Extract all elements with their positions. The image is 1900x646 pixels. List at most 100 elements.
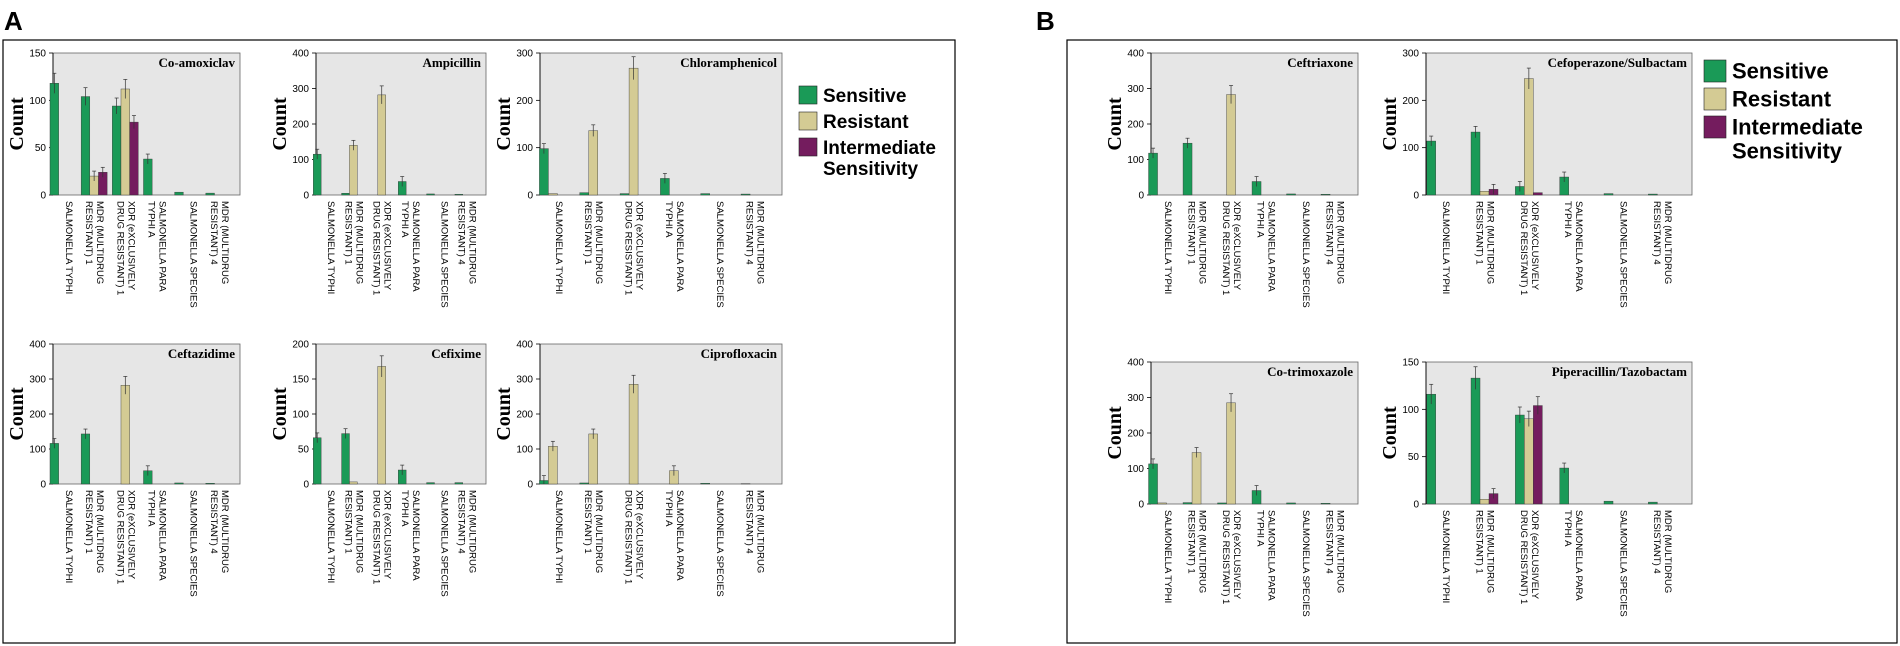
bar-sensitive	[1320, 194, 1331, 196]
panel-label-b: B	[1036, 6, 1055, 36]
bar-sensitive	[1286, 193, 1296, 196]
legend-swatch-intermediate	[1703, 115, 1727, 139]
y-tick-label: 300	[292, 84, 309, 95]
x-category-label: SALMONELLA PARATYPHI A	[399, 490, 421, 581]
x-category-label: SALMONELLA PARATYPHI A	[663, 490, 685, 581]
x-category-label: MDR (MULTIDRUGRESISTANT) 1	[83, 201, 105, 284]
bar-sensitive	[1559, 467, 1569, 505]
bar-resistant	[1479, 191, 1490, 196]
chart-title: Cefixime	[431, 346, 481, 361]
plot-area	[1150, 361, 1359, 505]
bar-sensitive	[579, 482, 589, 485]
bar-resistant	[1157, 502, 1167, 505]
bar-resistant	[377, 94, 386, 196]
y-tick-label: 200	[29, 410, 46, 421]
x-category-label: MDR (MULTIDRUGRESISTANT) 4	[456, 490, 478, 573]
x-category-label: SALMONELLA TYPHI	[1440, 510, 1451, 603]
bar-sensitive	[1286, 502, 1296, 505]
y-tick-label: 200	[292, 120, 309, 131]
chart-8: Co-trimoxazole 0 100 200 300 400 Count SALMONEL…	[1104, 358, 1359, 617]
bar-sensitive	[579, 192, 589, 196]
x-category-label: SALMONELLA TYPHI	[63, 201, 74, 294]
y-axis-label: Count	[1104, 406, 1126, 460]
bar-sensitive	[174, 191, 184, 196]
y-tick-label: 200	[1402, 96, 1419, 107]
x-category-label: XDR (eXCLUSIVELYDRUG RESISTANT) 1	[623, 201, 645, 295]
chart-title: Co-amoxiclav	[158, 55, 235, 70]
y-tick-label: 400	[292, 49, 309, 60]
x-category-label: SALMONELLA TYPHI	[1440, 201, 1451, 294]
legend-label-intermediate: Intermediate	[823, 138, 936, 159]
bar-intermediate	[129, 121, 139, 196]
bar-resistant	[548, 193, 558, 196]
bar-sensitive	[205, 483, 215, 485]
charts-layer: Co-amoxiclav 0 50 100 150 Count SALMONELLA TYP…	[6, 49, 1693, 617]
panel-a-frame	[2, 39, 956, 644]
y-tick-label: 0	[40, 480, 46, 491]
y-axis-label: Count	[269, 387, 291, 441]
bar-resistant	[548, 446, 558, 485]
y-tick-label: 100	[516, 445, 533, 456]
bar-resistant	[377, 366, 386, 485]
y-axis-label: Count	[6, 387, 28, 441]
y-tick-label: 200	[516, 96, 533, 107]
y-axis-label: Count	[1104, 97, 1126, 151]
legend-label-sensitive: Sensitive	[1732, 59, 1829, 84]
y-tick-label: 0	[527, 480, 533, 491]
bar-resistant	[349, 481, 358, 485]
bar-resistant	[1226, 402, 1236, 505]
x-category-label: XDR (eXCLUSIVELYDRUG RESISTANT) 1	[371, 201, 393, 295]
bar-sensitive	[1470, 131, 1481, 196]
chart-title: Ceftazidime	[168, 346, 235, 361]
legend-swatch-intermediate	[798, 137, 818, 157]
y-tick-label: 50	[298, 445, 310, 456]
bar-sensitive	[740, 193, 751, 196]
x-category-label: SALMONELLA PARATYPHI A	[1255, 201, 1277, 292]
bar-resistant	[1524, 418, 1534, 505]
x-category-label: SALMONELLA SPECIES	[714, 490, 725, 597]
y-axis-label: Count	[1379, 97, 1401, 151]
y-tick-label: 150	[1402, 358, 1419, 369]
chart-title: Cefoperazone/Sulbactam	[1548, 55, 1688, 70]
y-axis-label: Count	[493, 97, 515, 151]
plot-area	[539, 343, 783, 485]
x-category-label: SALMONELLA SPECIES	[1300, 510, 1311, 617]
chart-6: Ceftriaxone 0 100 200 300 400 Count SALMONELLA …	[1104, 49, 1359, 308]
x-category-label: MDR (MULTIDRUGRESISTANT) 1	[83, 490, 105, 573]
x-category-label: MDR (MULTIDRUGRESISTANT) 4	[744, 490, 766, 573]
x-category-label: XDR (eXCLUSIVELYDRUG RESISTANT) 1	[1518, 201, 1540, 295]
y-tick-label: 50	[35, 143, 47, 154]
chart-9: Piperacillin/Tazobactam 0 50 100 150 Count SAL…	[1379, 358, 1693, 617]
x-category-label: MDR (MULTIDRUGRESISTANT) 1	[582, 490, 604, 573]
x-category-label: SALMONELLA SPECIES	[188, 490, 199, 597]
bar-sensitive	[1470, 377, 1481, 505]
bar-sensitive	[341, 193, 350, 196]
bar-resistant	[120, 88, 130, 196]
y-tick-label: 100	[29, 445, 46, 456]
y-axis-label: Count	[1379, 406, 1401, 460]
y-tick-label: 100	[1127, 464, 1144, 475]
x-category-label: XDR (eXCLUSIVELYDRUG RESISTANT) 1	[623, 490, 645, 584]
y-tick-label: 300	[1402, 49, 1419, 60]
y-tick-label: 100	[1402, 405, 1419, 416]
bar-sensitive	[1426, 393, 1436, 505]
x-category-label: SALMONELLA SPECIES	[1618, 201, 1629, 308]
chart-title: Co-trimoxazole	[1267, 364, 1353, 379]
bar-intermediate	[1533, 405, 1543, 505]
x-category-label: MDR (MULTIDRUGRESISTANT) 1	[1186, 201, 1208, 284]
y-tick-label: 150	[29, 49, 46, 60]
x-category-label: SALMONELLA TYPHI	[325, 490, 336, 583]
y-tick-label: 0	[303, 191, 309, 202]
bar-sensitive	[539, 148, 549, 196]
bar-sensitive	[143, 158, 153, 196]
bar-sensitive	[49, 83, 59, 196]
bar-resistant	[1479, 499, 1490, 505]
y-tick-label: 300	[516, 375, 533, 386]
plot-area	[1425, 361, 1693, 505]
legend-b: Sensitive Resistant IntermediateSensitivit…	[1703, 59, 1863, 164]
y-axis-label: Count	[493, 387, 515, 441]
legend-swatch-resistant	[1703, 87, 1727, 111]
y-tick-label: 0	[527, 191, 533, 202]
x-category-label: MDR (MULTIDRUGRESISTANT) 1	[1474, 201, 1496, 284]
